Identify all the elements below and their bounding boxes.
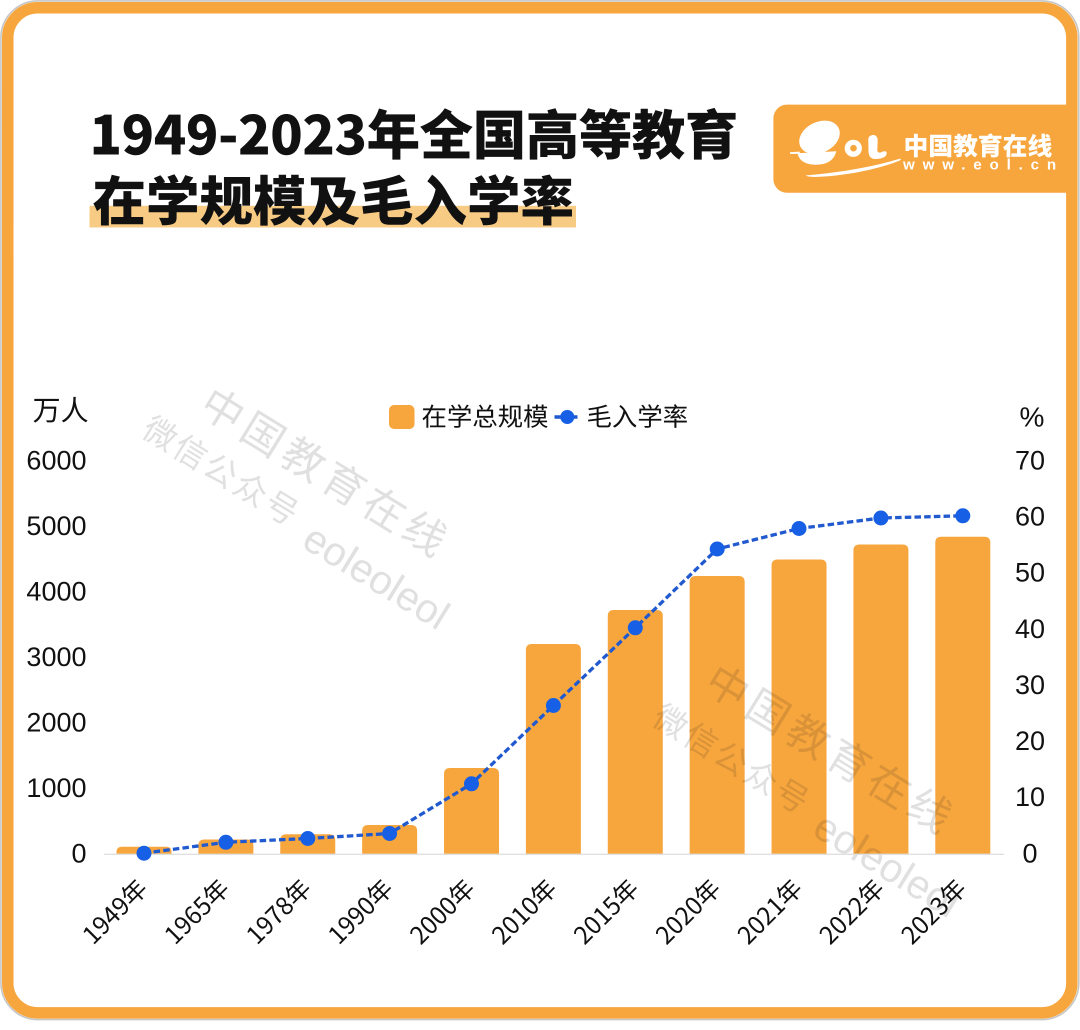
svg-text:0: 0 [71,838,86,868]
svg-text:40: 40 [1015,614,1045,644]
svg-text:4000: 4000 [26,576,86,606]
svg-text:0: 0 [1022,838,1037,868]
svg-text:30: 30 [1015,670,1045,700]
svg-text:10: 10 [1015,782,1045,812]
svg-text:2000: 2000 [26,707,86,737]
svg-text:50: 50 [1015,558,1045,588]
svg-text:20: 20 [1015,726,1045,756]
svg-text:www.eol.cn: www.eol.cn [902,157,1064,174]
svg-text:3000: 3000 [26,642,86,672]
svg-text:%: % [1020,402,1045,433]
svg-text:1000: 1000 [26,773,86,803]
svg-text:5000: 5000 [26,511,86,541]
svg-text:60: 60 [1015,502,1045,532]
svg-text:6000: 6000 [26,445,86,475]
svg-text:70: 70 [1015,445,1045,475]
